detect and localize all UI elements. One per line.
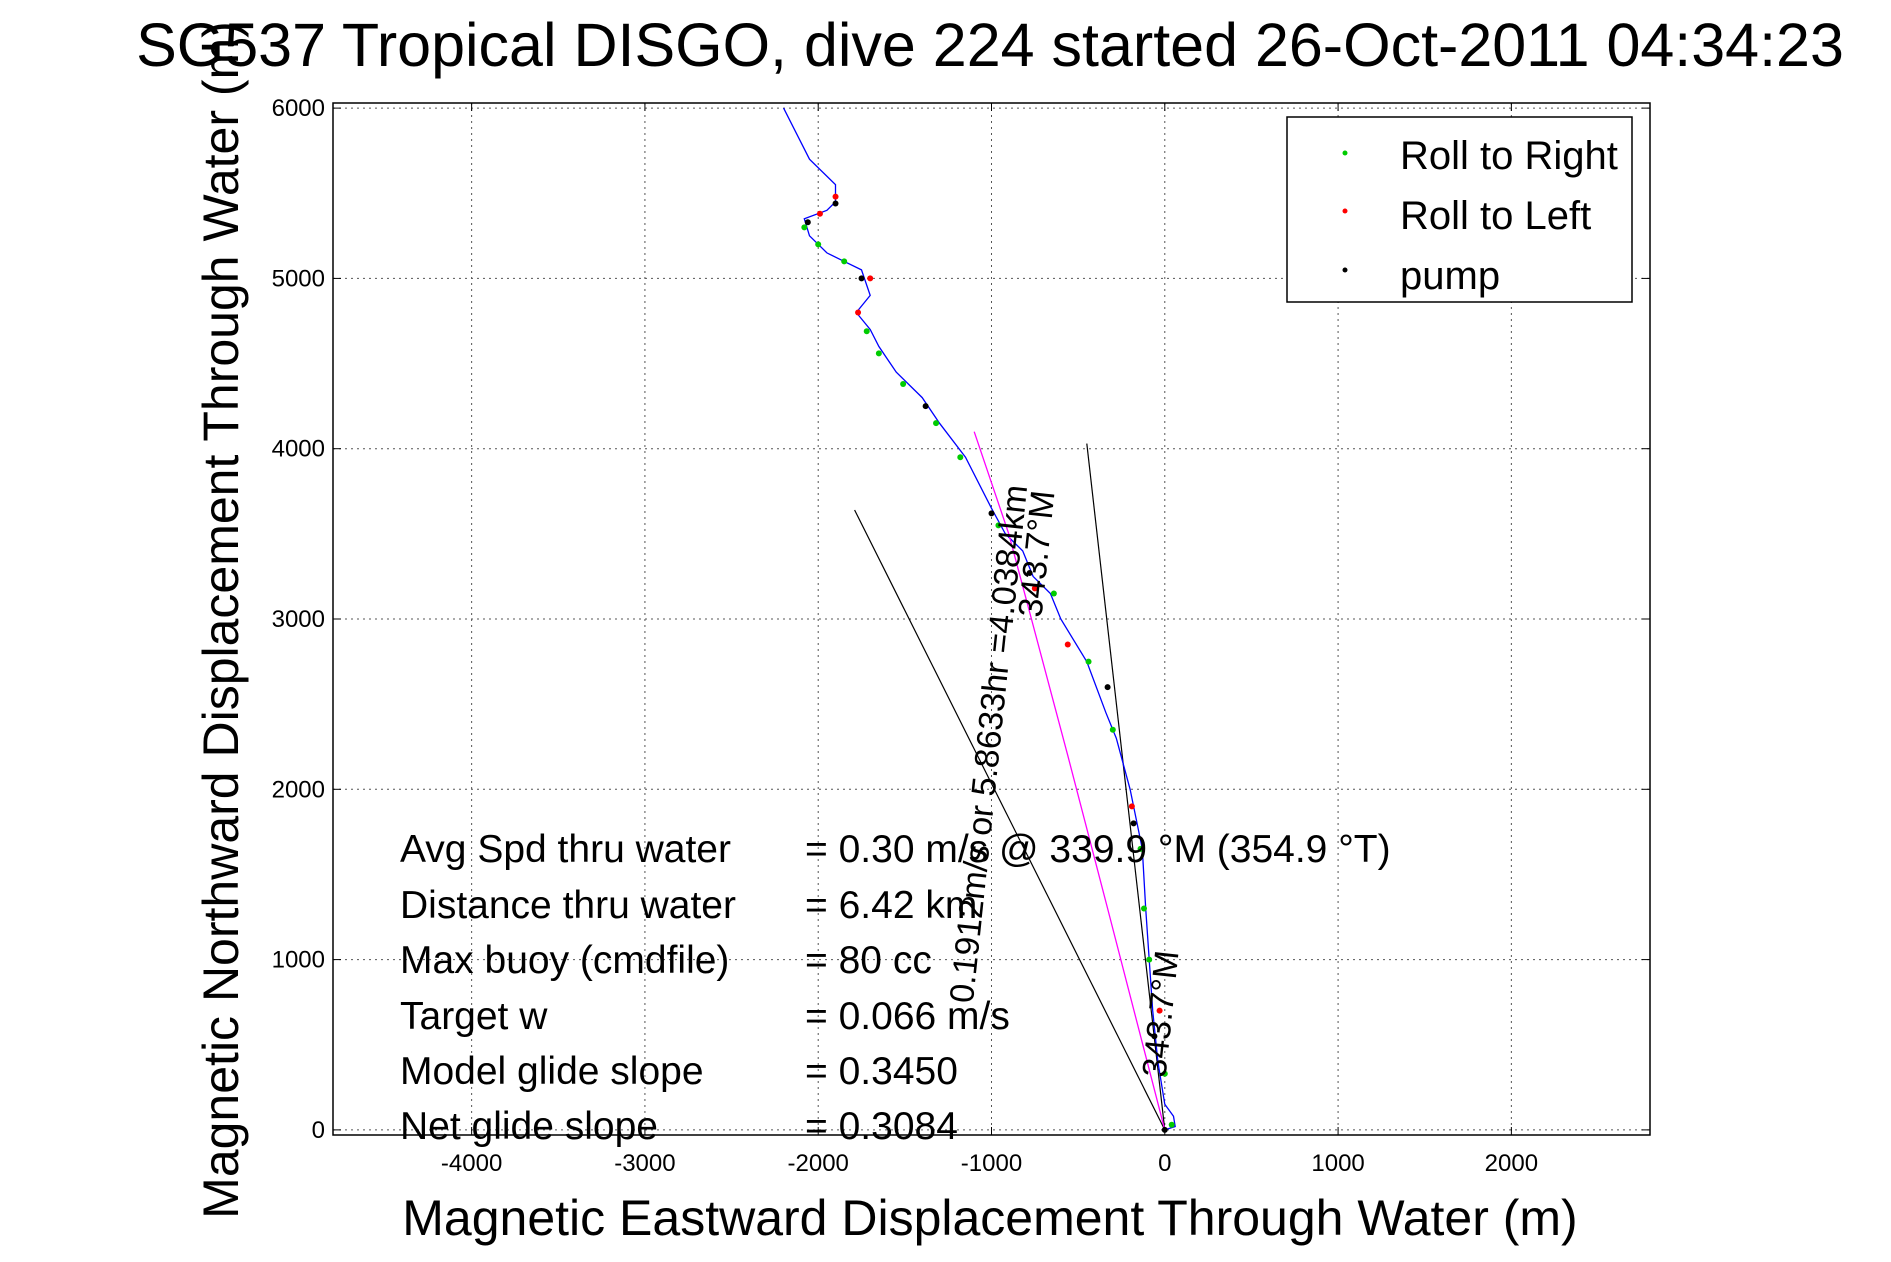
heading-annotation-lower: 343.7°M <box>1136 949 1187 1079</box>
x-tick-label: -4000 <box>441 1150 502 1177</box>
marker-pump <box>804 219 811 226</box>
marker-pump <box>1026 570 1033 577</box>
y-tick-label: 6000 <box>272 95 325 122</box>
marker-pump <box>832 200 839 207</box>
legend-marker-roll-left <box>1342 208 1348 214</box>
marker-roll-left <box>867 275 874 282</box>
series-line-great-circle <box>973 431 1166 1131</box>
stat-target-w-value: = 0.066 m/s <box>805 995 1010 1038</box>
x-axis-label: Magnetic Eastward Displacement Through W… <box>402 1190 1577 1246</box>
stat-model-glide-value: = 0.3450 <box>805 1050 958 1093</box>
series-line-track <box>783 107 1176 1131</box>
x-tick-label: 0 <box>1158 1150 1171 1177</box>
stat-target-w-label: Target w <box>400 995 548 1038</box>
stat-distance-label: Distance thru water <box>400 884 736 927</box>
data-layer <box>783 107 1176 1133</box>
marker-roll-right <box>1109 726 1116 733</box>
stat-avg-spd-value: = 0.30 m/s @ 339.9 °M (354.9 °T) <box>805 828 1391 871</box>
marker-roll-left <box>1128 803 1135 810</box>
marker-pump <box>988 510 995 517</box>
marker-roll-right <box>957 454 964 461</box>
marker-roll-right <box>863 328 870 335</box>
marker-roll-right <box>1137 845 1144 852</box>
y-tick-label: 2000 <box>272 776 325 803</box>
marker-roll-right <box>1146 956 1153 963</box>
marker-roll-right <box>1140 905 1147 912</box>
stat-net-glide-label: Net glide slope <box>400 1105 658 1148</box>
legend-marker-pump <box>1342 267 1348 273</box>
y-tick-label: 4000 <box>272 436 325 463</box>
stat-model-glide-label: Model glide slope <box>400 1050 704 1093</box>
x-tick-label: -1000 <box>961 1150 1022 1177</box>
grid <box>333 103 1650 1135</box>
x-tick-label: -2000 <box>788 1150 849 1177</box>
annotation-line <box>854 509 1166 1131</box>
x-tick-label: -3000 <box>614 1150 675 1177</box>
marker-roll-right <box>815 241 822 248</box>
marker-roll-right <box>801 224 808 231</box>
marker-roll-left <box>855 309 862 316</box>
y-axis-label: Magnetic Northward Displacement Through … <box>193 21 249 1219</box>
marker-roll-left <box>1156 1007 1163 1014</box>
x-tick-label: 2000 <box>1485 1150 1538 1177</box>
marker-roll-right <box>1050 590 1057 597</box>
marker-roll-right <box>900 380 907 387</box>
legend: Roll to Right Roll to Left pump <box>1286 116 1633 303</box>
marker-pump <box>1130 820 1137 827</box>
y-tick-label: 3000 <box>272 606 325 633</box>
legend-label-roll-right: Roll to Right <box>1400 134 1618 178</box>
stat-net-glide-value: = 0.3084 <box>805 1105 958 1148</box>
marker-pump <box>922 403 929 410</box>
stat-distance-value: = 6.42 km <box>805 884 977 927</box>
marker-roll-left <box>1064 641 1071 648</box>
legend-label-pump: pump <box>1400 254 1500 298</box>
marker-roll-right <box>1161 1070 1168 1077</box>
marker-roll-right <box>875 350 882 357</box>
marker-roll-right <box>933 420 940 427</box>
marker-roll-right <box>1168 1121 1175 1128</box>
y-tick-label: 1000 <box>272 947 325 974</box>
stat-max-buoy-label: Max buoy (cmdfile) <box>400 939 729 982</box>
rotated-annotations: 0.1912m/s or 5.8633hr =4.0384km 343.7°M … <box>943 483 1187 1079</box>
axis-ticks: -4000 -3000 -2000 -1000 0 1000 2000 0 1000 2000 30… <box>272 95 1650 1177</box>
marker-pump <box>1161 1126 1168 1133</box>
y-tick-label: 0 <box>312 1117 325 1144</box>
x-tick-label: 1000 <box>1311 1150 1364 1177</box>
marker-roll-right <box>995 522 1002 529</box>
marker-pump <box>1104 684 1111 691</box>
stat-avg-spd-label: Avg Spd thru water <box>400 828 731 871</box>
stat-max-buoy-value: = 80 cc <box>805 939 932 982</box>
chart-title: SG537 Tropical DISGO, dive 224 started 2… <box>136 11 1844 79</box>
marker-roll-left <box>832 193 839 200</box>
y-tick-label: 5000 <box>272 265 325 292</box>
marker-roll-right <box>841 258 848 265</box>
stats-block: Avg Spd thru water = 0.30 m/s @ 339.9 °M… <box>400 828 1391 1148</box>
legend-marker-roll-right <box>1342 150 1348 156</box>
annotation-line <box>1086 443 1166 1130</box>
marker-roll-left <box>1031 585 1038 592</box>
legend-label-roll-left: Roll to Left <box>1400 194 1591 238</box>
marker-pump <box>1151 1033 1158 1040</box>
marker-roll-right <box>1085 658 1092 665</box>
marker-roll-left <box>816 210 823 217</box>
marker-pump <box>858 275 865 282</box>
